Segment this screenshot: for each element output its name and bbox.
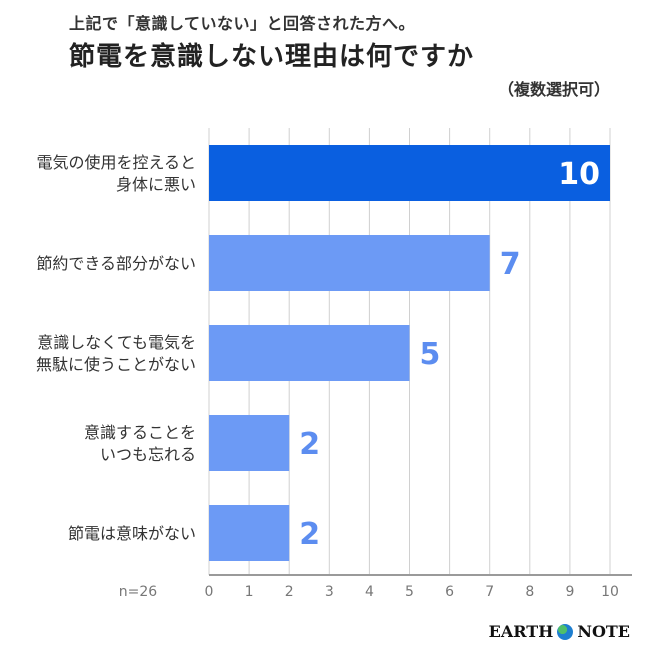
data-label: 2: [299, 427, 320, 462]
x-tick-label: 0: [205, 584, 214, 600]
x-tick-label: 9: [565, 584, 574, 600]
x-tick-label: 1: [245, 584, 254, 600]
bar: [209, 235, 490, 291]
brand-left: EARTH: [488, 622, 554, 641]
category-label: 節約できる部分がない: [36, 254, 196, 273]
sample-size-label: n=26: [119, 584, 158, 600]
category-label: 無駄に使うことがない: [36, 355, 196, 374]
bar: [209, 415, 290, 471]
x-tick-label: 8: [525, 584, 534, 600]
multiple-choice-note: （複数選択可）: [497, 80, 610, 99]
category-label: 節電は意味がない: [68, 524, 196, 543]
x-tick-label: 2: [285, 584, 294, 600]
chart-subtitle: 上記で「意識していない」と回答された方へ。: [69, 14, 416, 33]
brand-logo: EARTH NOTE: [489, 622, 630, 641]
brand-right: NOTE: [577, 622, 630, 641]
category-label: 意識しなくても電気を: [37, 333, 196, 352]
category-label: 意識することを: [84, 423, 196, 442]
globe-icon: [557, 623, 574, 640]
category-label: 電気の使用を控えると: [36, 153, 196, 172]
data-label: 5: [420, 337, 441, 372]
x-tick-label: 4: [365, 584, 374, 600]
category-label: いつも忘れる: [100, 445, 196, 464]
x-tick-label: 5: [405, 584, 414, 600]
x-tick-label: 6: [445, 584, 454, 600]
x-tick-label: 7: [485, 584, 494, 600]
bar: [209, 325, 410, 381]
bar: [209, 505, 290, 561]
data-label: 7: [500, 247, 521, 282]
bar: [209, 145, 610, 201]
category-label: 身体に悪い: [116, 175, 196, 194]
data-label: 10: [558, 157, 600, 192]
x-tick-label: 3: [325, 584, 334, 600]
chart-title: 節電を意識しない理由は何ですか: [69, 42, 475, 72]
data-label: 2: [299, 517, 320, 552]
x-tick-label: 10: [601, 584, 619, 600]
